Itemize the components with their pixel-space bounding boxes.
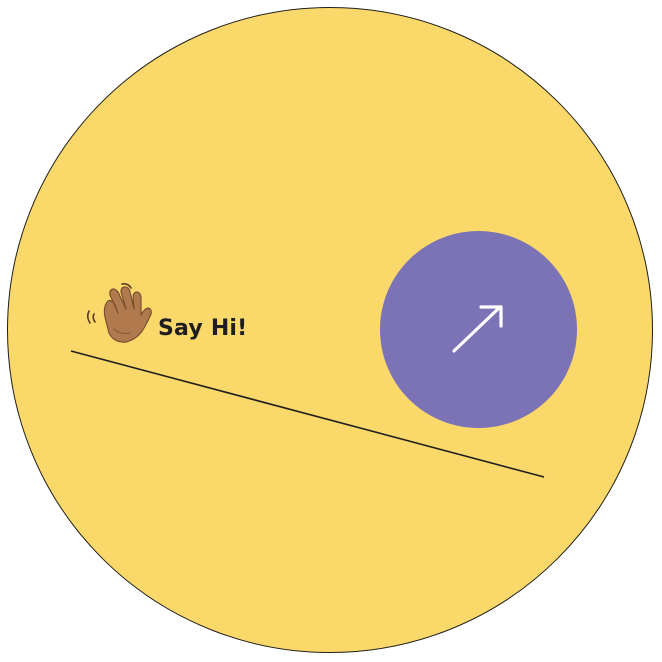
go-arrow-button[interactable] xyxy=(380,231,577,428)
waving-hand-icon xyxy=(86,283,152,343)
say-hi-label: Say Hi! xyxy=(158,316,248,341)
arrow-up-right-icon xyxy=(452,305,503,353)
